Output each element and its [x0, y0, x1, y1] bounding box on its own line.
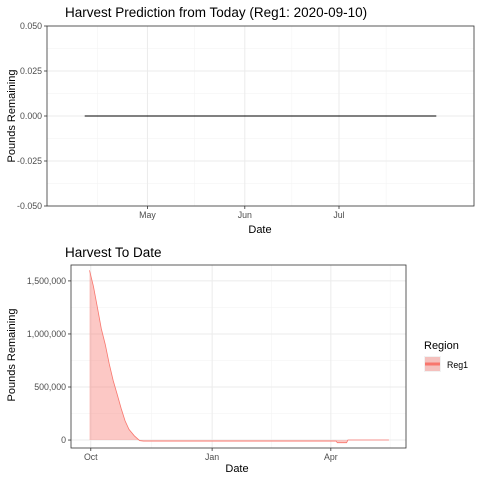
chart2-series — [89, 270, 389, 444]
y-tick-label: 0 — [61, 435, 66, 445]
chart2-y-axis-title: Pounds Remaining — [6, 309, 18, 402]
legend-key-line — [425, 362, 440, 366]
x-tick-label: Oct — [84, 452, 98, 462]
x-tick-label: Jun — [238, 210, 252, 220]
chart2-panel-border — [70, 264, 407, 449]
x-tick-label: Apr — [324, 452, 338, 462]
x-tick-label: Jul — [333, 210, 344, 220]
legend-label-reg1: Reg1 — [447, 360, 468, 370]
chart1-x-axis-title: Date — [248, 224, 271, 236]
y-tick-label: -0.050 — [17, 201, 42, 211]
chart1-x-axis: May Jun Jul — [139, 206, 345, 220]
chart1-y-axis-title: Pounds Remaining — [6, 70, 18, 163]
chart1-y-axis: 0.050 0.025 0.000 -0.025 -0.050 — [17, 21, 47, 211]
x-tick-label: May — [139, 210, 156, 220]
series-line-reg1 — [89, 270, 389, 444]
x-tick-label: Jan — [205, 452, 219, 462]
chart2-grid — [71, 265, 406, 448]
chart1-title: Harvest Prediction from Today (Reg1: 202… — [65, 5, 367, 20]
chart2-x-axis-title: Date — [225, 463, 248, 475]
y-tick-label: 0.025 — [20, 66, 42, 76]
y-tick-label: 0.050 — [20, 21, 42, 31]
chart2-title: Harvest To Date — [65, 245, 162, 260]
y-tick-label: 0.000 — [20, 111, 42, 121]
legend-title: Region — [424, 340, 459, 352]
series-area-reg1 — [89, 270, 389, 443]
y-tick-label: 1,000,000 — [27, 329, 66, 339]
y-tick-label: -0.025 — [17, 156, 42, 166]
y-tick-label: 500,000 — [34, 382, 66, 392]
chart2-y-axis: 1,500,000 1,000,000 500,000 0 — [27, 276, 71, 445]
chart2-legend: Region Reg1 — [424, 340, 468, 372]
chart2-x-axis: Oct Jan Apr — [84, 448, 338, 462]
y-tick-label: 1,500,000 — [27, 276, 66, 286]
